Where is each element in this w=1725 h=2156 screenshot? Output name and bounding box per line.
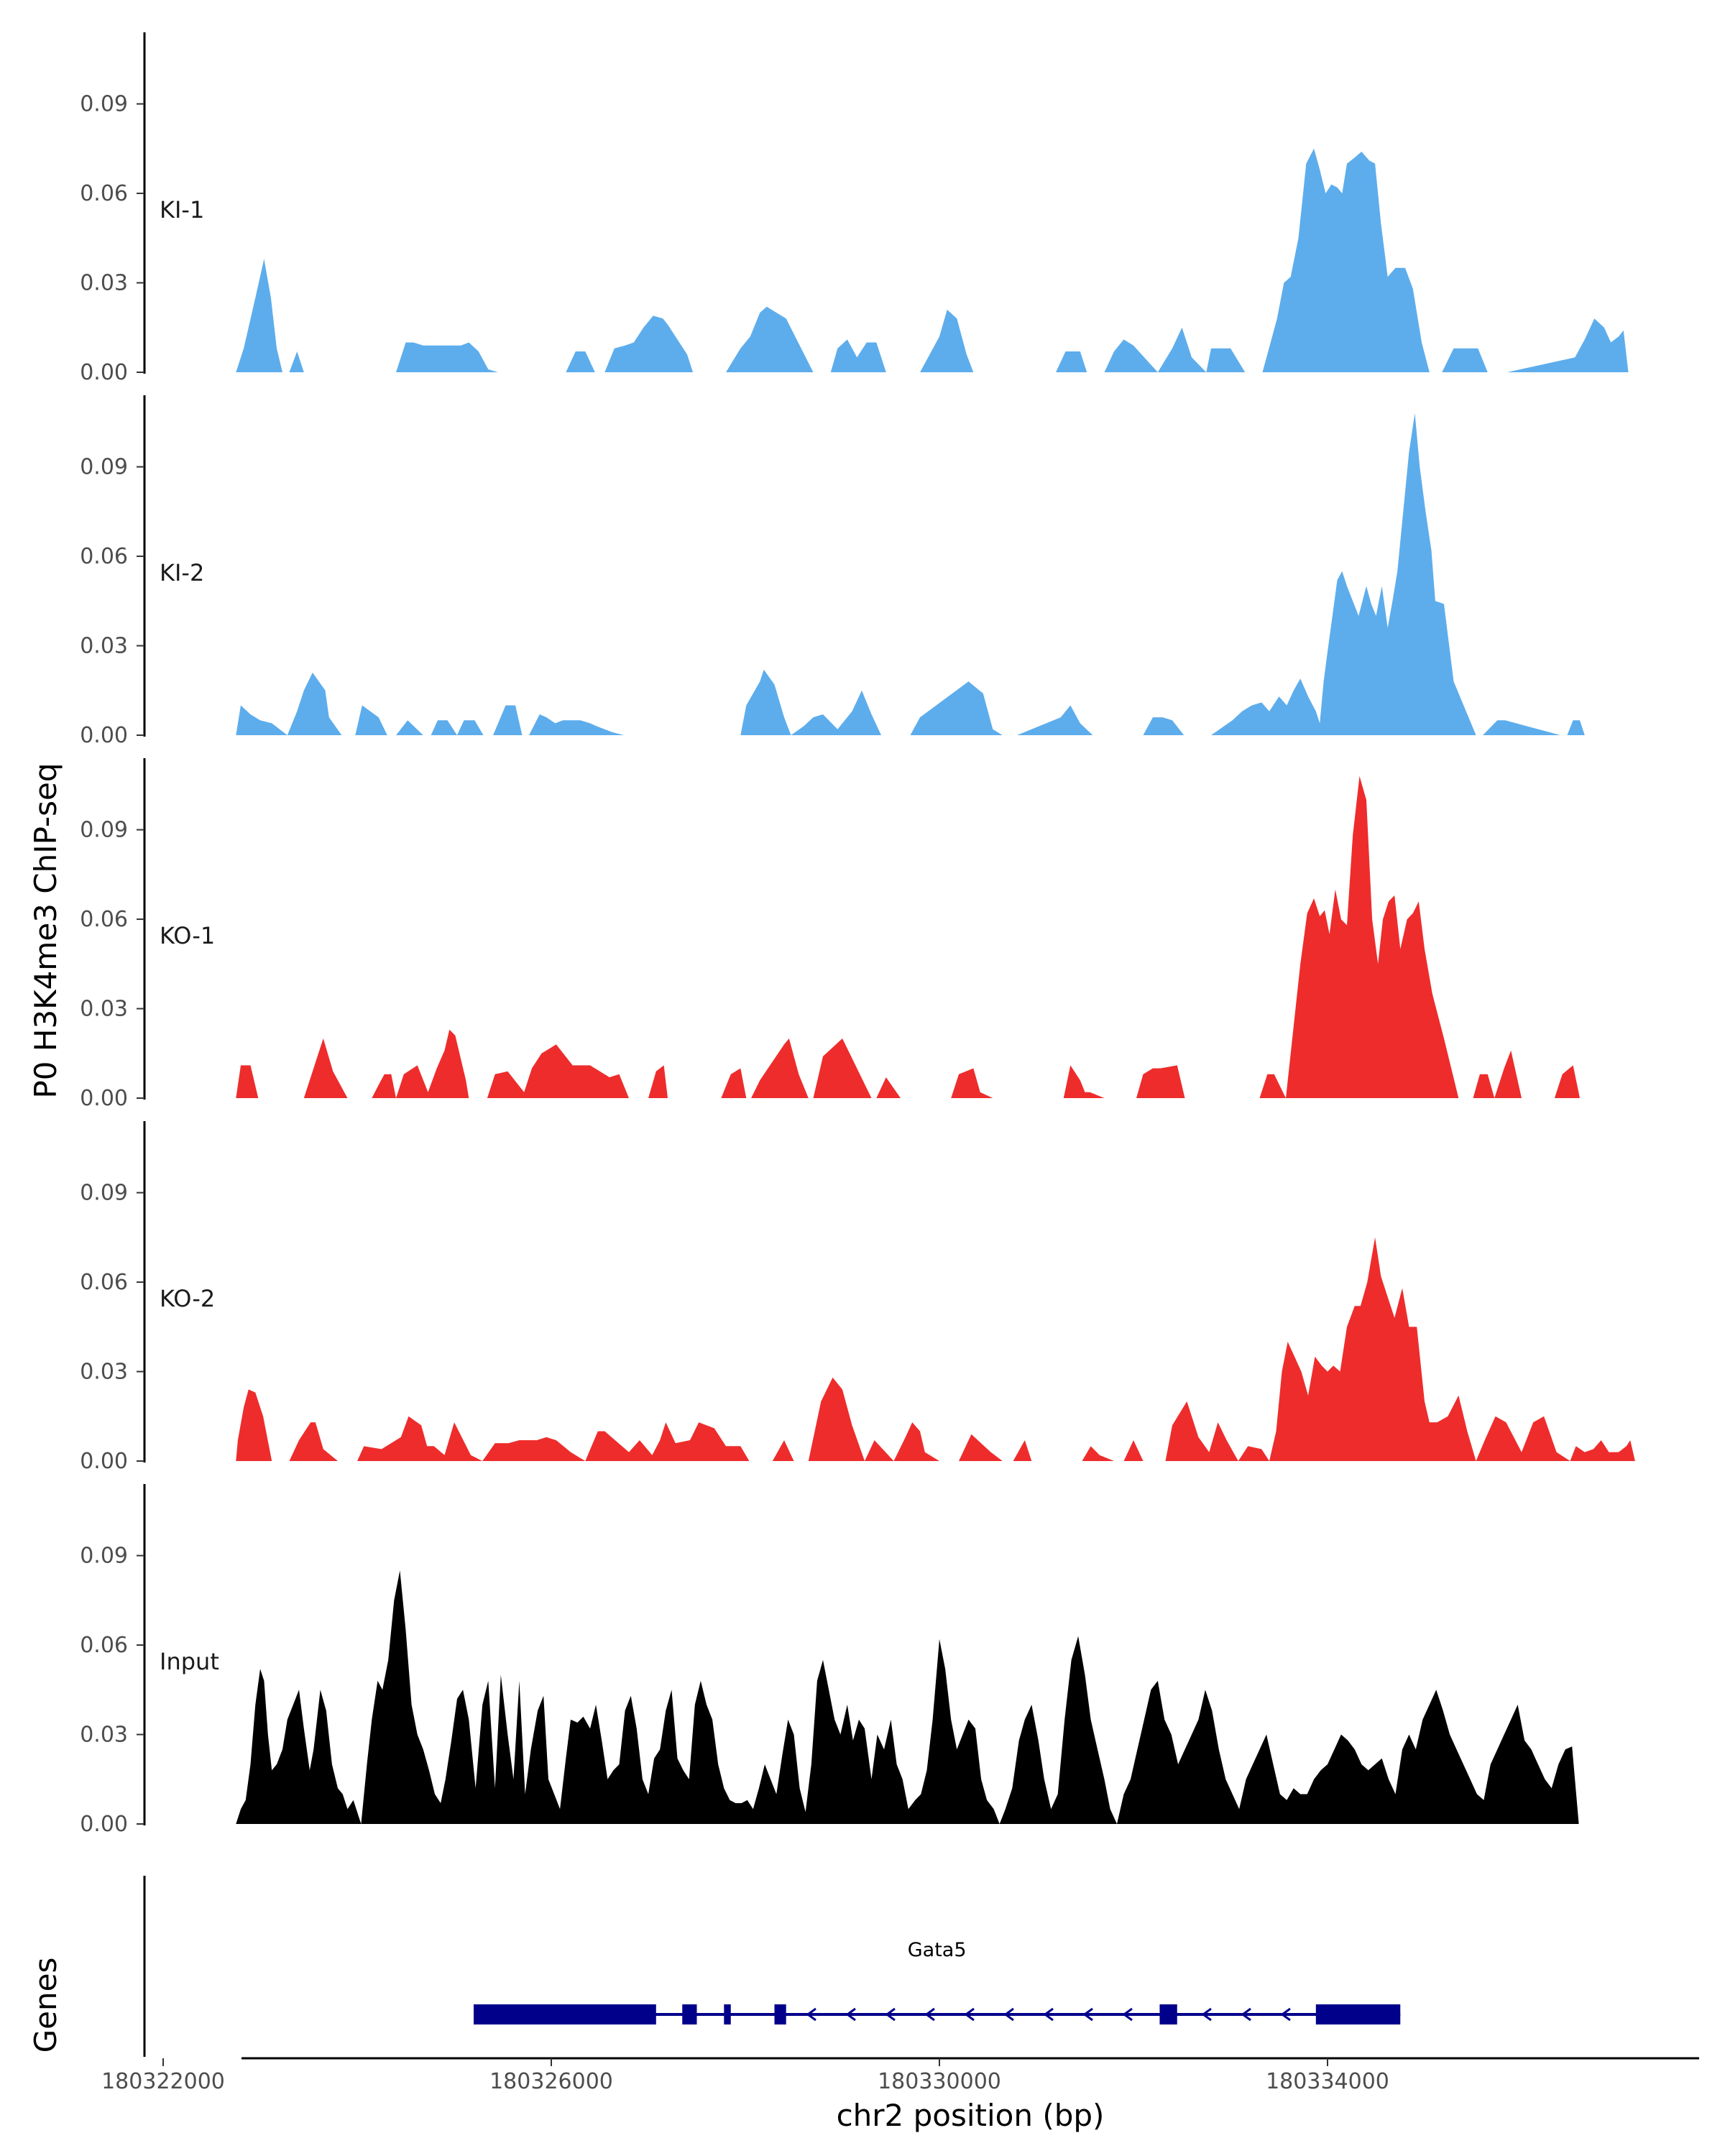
coverage-area-ko-2 (236, 1237, 1635, 1461)
gene-model-gata5: Gata5 (474, 1939, 1401, 2024)
y-tick-label: 0.09 (80, 1544, 128, 1569)
strand-chevron (1280, 2007, 1291, 2022)
y-tick-label: 0.09 (80, 818, 128, 843)
y-tick-label: 0.03 (80, 997, 128, 1022)
x-tick-label: 180326000 (489, 2069, 613, 2094)
x-tick-label: 180330000 (878, 2069, 1001, 2094)
y-tick-label: 0.06 (80, 1270, 128, 1295)
coverage-area-input (236, 1570, 1579, 1824)
strand-chevron (964, 2007, 975, 2022)
coverage-area-ki-1 (236, 148, 1629, 373)
y-tick-label: 0.09 (80, 1181, 128, 1206)
track-label: Input (160, 1648, 219, 1675)
strand-chevron (1241, 2007, 1251, 2022)
y-tick-label: 0.09 (80, 455, 128, 480)
exon-2 (682, 2004, 697, 2024)
exon-4 (774, 2004, 786, 2024)
x-axis-title: chr2 position (bp) (837, 2098, 1105, 2133)
y-tick-label: 0.06 (80, 1633, 128, 1658)
y-tick-label: 0.09 (80, 92, 128, 117)
track-input: 0.00 0.03 0.06 0.09 Input (80, 1484, 1579, 1837)
strand-chevron (1122, 2007, 1133, 2022)
y-tick-label: 0.03 (80, 634, 128, 659)
track-label: KI-2 (160, 559, 204, 586)
coverage-area-ki-2 (236, 413, 1585, 735)
track-label: KO-2 (160, 1285, 215, 1312)
y-tick-label: 0.06 (80, 181, 128, 206)
track-ki-1: 0.00 0.03 0.06 0.09 KI-1 (80, 32, 1629, 385)
y-tick-label: 0.00 (80, 723, 128, 748)
y-tick-label: 0.00 (80, 1086, 128, 1111)
exon-3 (724, 2004, 731, 2024)
y-tick-label: 0.03 (80, 1723, 128, 1748)
gene-name-label: Gata5 (908, 1939, 967, 1961)
strand-chevron (885, 2007, 896, 2022)
track-ki-2: 0.00 0.03 0.06 0.09 KI-2 (80, 395, 1585, 748)
strand-chevron (806, 2007, 816, 2022)
strand-arrows (806, 2007, 1291, 2022)
exon-1 (474, 2004, 656, 2024)
x-tick-label: 180322000 (101, 2069, 225, 2094)
track-label: KO-1 (160, 922, 215, 949)
strand-chevron (1003, 2007, 1014, 2022)
y-tick-label: 0.06 (80, 544, 128, 569)
y-axis-title: P0 H3K4me3 ChIP-seq (28, 763, 63, 1098)
genes-track-title: Genes (28, 1958, 63, 2053)
exon-6 (1315, 2004, 1401, 2024)
track-ko-1: 0.00 0.03 0.06 0.09 KO-1 (80, 758, 1590, 1111)
y-tick-label: 0.03 (80, 1360, 128, 1385)
strand-chevron (1082, 2007, 1093, 2022)
coverage-area-ko-1 (236, 775, 1590, 1098)
y-tick-label: 0.03 (80, 271, 128, 296)
x-tick-label: 180334000 (1266, 2069, 1389, 2094)
y-tick-label: 0.06 (80, 907, 128, 932)
track-ko-2: 0.00 0.03 0.06 0.09 KO-2 (80, 1121, 1635, 1474)
strand-chevron (845, 2007, 856, 2022)
y-tick-label: 0.00 (80, 360, 128, 385)
strand-chevron (1201, 2007, 1212, 2022)
track-label: KI-1 (160, 196, 204, 224)
exon-5 (1159, 2004, 1177, 2024)
strand-chevron (1043, 2007, 1054, 2022)
y-tick-label: 0.00 (80, 1812, 128, 1837)
y-tick-label: 0.00 (80, 1449, 128, 1474)
strand-chevron (924, 2007, 935, 2022)
